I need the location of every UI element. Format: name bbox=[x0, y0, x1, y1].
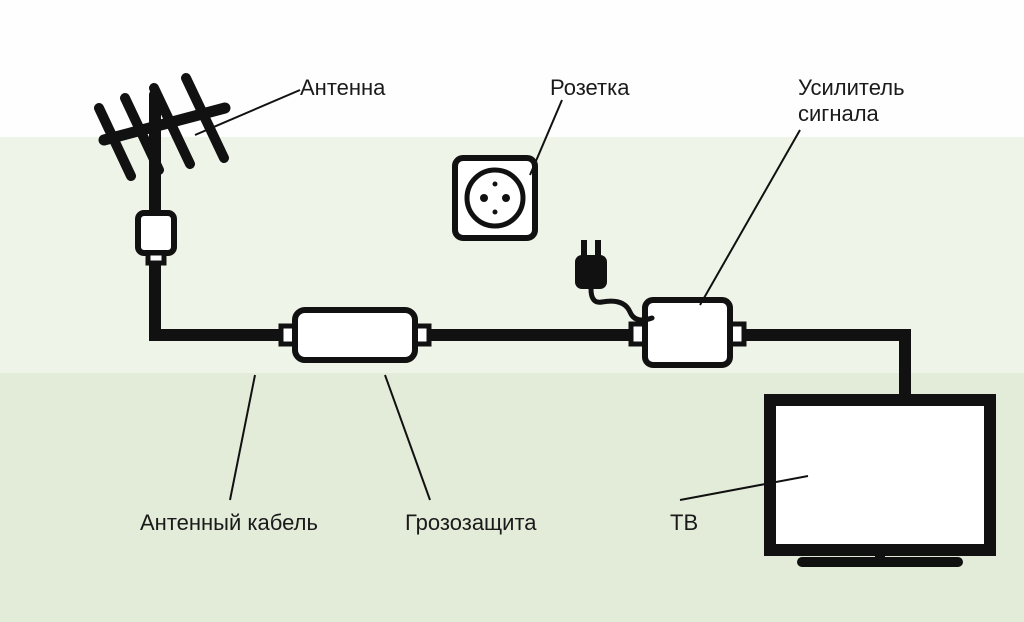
label-antenna-cable: Антенный кабель bbox=[140, 510, 318, 536]
label-lightning: Грозозащита bbox=[405, 510, 537, 536]
tv-icon bbox=[770, 400, 990, 562]
plug-icon bbox=[575, 240, 652, 320]
amplifier-icon bbox=[631, 300, 744, 365]
label-antenna: Антенна bbox=[300, 75, 385, 101]
socket-icon bbox=[455, 158, 535, 238]
lightning-protector-icon bbox=[281, 310, 429, 360]
label-tv: ТВ bbox=[670, 510, 698, 536]
cable-run bbox=[155, 255, 905, 400]
leader-lines bbox=[195, 90, 808, 500]
label-amplifier: Усилитель сигнала bbox=[798, 75, 905, 128]
label-socket: Розетка bbox=[550, 75, 629, 101]
antenna-icon bbox=[99, 78, 225, 263]
